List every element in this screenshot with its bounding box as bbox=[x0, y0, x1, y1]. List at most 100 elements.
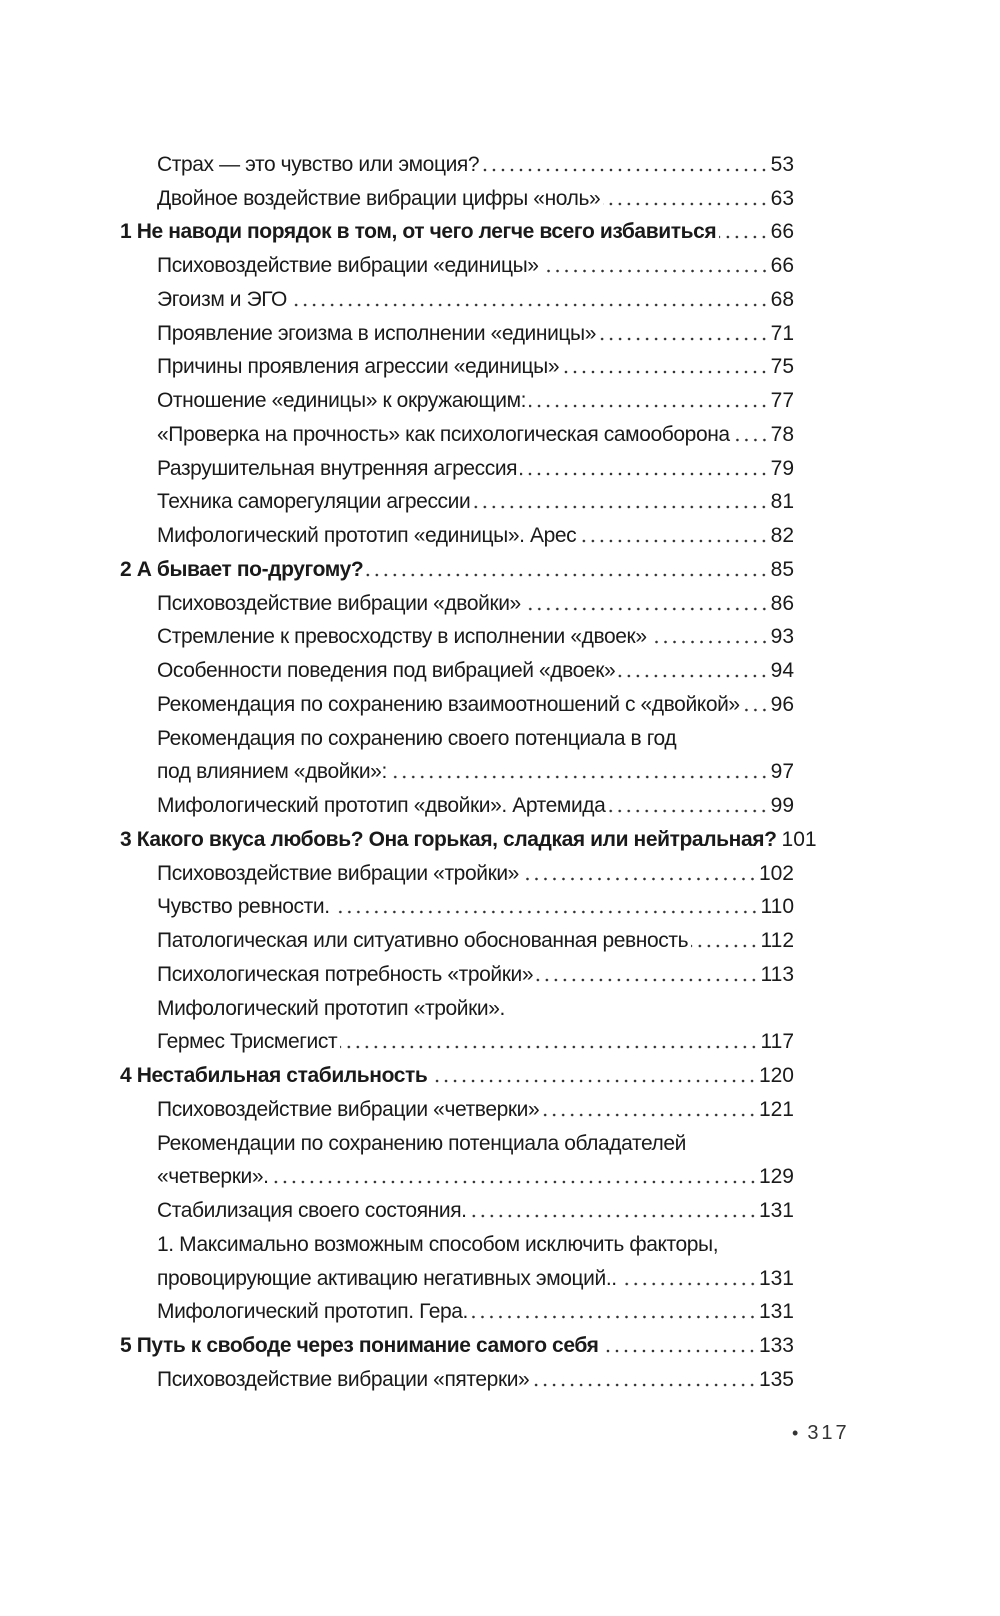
toc-entry-title: под влиянием «двойки»: bbox=[157, 760, 387, 784]
toc-entry-title: Гермес Трисмегист bbox=[157, 1030, 338, 1054]
toc-section-entry: Разрушительная внутренняя агрессия 79 bbox=[120, 452, 794, 486]
dot-leader bbox=[482, 164, 769, 175]
toc-page-number: 81 bbox=[770, 490, 794, 514]
toc-entry-title: «четверки». bbox=[157, 1165, 269, 1189]
toc-entry-title: Страх — это чувство или эмоция? bbox=[157, 152, 480, 176]
toc-chapter-entry: 3 Какого вкуса любовь? Она горькая, слад… bbox=[120, 823, 817, 857]
toc-page-number: 99 bbox=[770, 794, 794, 817]
toc-section-entry: Психовоздействие вибрации «четверки» 121 bbox=[120, 1093, 794, 1127]
toc-section-entry: Психовоздействие вибрации «двойки» 86 bbox=[120, 587, 794, 621]
toc-page-number: 102 bbox=[758, 861, 794, 885]
dot-leader bbox=[603, 198, 769, 209]
dot-leader bbox=[649, 637, 769, 648]
dot-leader bbox=[536, 974, 759, 985]
toc-section-entry: провоцирующие активацию негативных эмоци… bbox=[120, 1262, 794, 1296]
toc-page-number: 79 bbox=[770, 456, 794, 480]
toc-page-number: 117 bbox=[760, 1030, 794, 1054]
toc-entry-title: Психовоздействие вибрации «двойки» bbox=[157, 591, 521, 615]
dot-leader bbox=[290, 299, 769, 310]
toc-entry-title: 5 Путь к свободе через понимание самого … bbox=[120, 1334, 599, 1357]
dot-leader bbox=[340, 1042, 759, 1053]
toc-entry-title: Психовоздействие вибрации «единицы» bbox=[157, 254, 539, 277]
dot-leader bbox=[691, 941, 759, 951]
toc-section-entry: 1. Максимально возможным способом исключ… bbox=[120, 1228, 794, 1262]
toc-entry-title: Рекомендация по сохранению взаимоотношен… bbox=[157, 692, 740, 716]
toc-section-entry: Мифологический прототип «двойки». Артеми… bbox=[120, 789, 794, 823]
dot-leader bbox=[473, 502, 769, 513]
toc-page-number: 131 bbox=[758, 1266, 794, 1290]
toc-section-entry: «четверки». 129 bbox=[120, 1161, 794, 1195]
toc-page-number: 63 bbox=[770, 186, 794, 210]
toc-page-number: 66 bbox=[770, 220, 794, 244]
toc-chapter-entry: 4 Нестабильная стабильность 120 bbox=[120, 1059, 794, 1093]
toc-entry-title: Психовоздействие вибрации «пятерки» bbox=[157, 1367, 530, 1391]
dot-leader bbox=[332, 907, 759, 918]
toc-entry-title: Отношение «единицы» к окружающим: bbox=[157, 389, 527, 412]
toc-page-number: 86 bbox=[770, 591, 794, 615]
toc-page-number: 78 bbox=[770, 422, 794, 446]
toc-section-entry: Мифологический прототип «тройки». bbox=[120, 992, 794, 1026]
toc-entry-title: 1. Максимально возможным способом исключ… bbox=[157, 1232, 719, 1256]
toc-section-entry: Отношение «единицы» к окружающим: 77 bbox=[120, 384, 794, 418]
toc-entry-title: Стабилизация своего состояния. bbox=[157, 1199, 467, 1222]
toc-section-entry: Мифологический прототип. Гера. 131 bbox=[120, 1296, 794, 1330]
toc-page-number: 112 bbox=[760, 929, 794, 952]
dot-leader bbox=[389, 772, 769, 783]
dot-leader bbox=[732, 434, 769, 445]
dot-leader bbox=[529, 401, 769, 411]
dot-leader bbox=[618, 671, 769, 681]
toc-chapter-entry: 5 Путь к свободе через понимание самого … bbox=[120, 1329, 794, 1363]
toc-section-entry: Причины проявления агрессии «единицы» 75 bbox=[120, 351, 794, 385]
page-number: 317 bbox=[807, 1422, 850, 1444]
toc-section-entry: Страх — это чувство или эмоция? 53 bbox=[120, 148, 794, 182]
dot-leader bbox=[469, 1211, 757, 1221]
toc-page-number: 85 bbox=[770, 557, 794, 581]
dot-leader bbox=[619, 1278, 757, 1289]
dot-leader bbox=[430, 1076, 757, 1086]
toc-section-entry: Двойное воздействие вибрации цифры «ноль… bbox=[120, 182, 794, 216]
toc-entry-title: Чувство ревности. bbox=[157, 895, 330, 919]
toc-page-number: 135 bbox=[758, 1367, 794, 1391]
toc-chapter-entry: 2 А бывает по-другому? 85 bbox=[120, 553, 794, 587]
toc-section-entry: Психологическая потребность «тройки» 113 bbox=[120, 958, 794, 992]
dot-leader bbox=[542, 1109, 757, 1120]
toc-page-number: 131 bbox=[758, 1199, 794, 1222]
toc-entry-title: Проявление эгоизма в исполнении «единицы… bbox=[157, 321, 597, 345]
toc-entry-title: Причины проявления агрессии «единицы» bbox=[157, 355, 560, 379]
toc-entry-title: Двойное воздействие вибрации цифры «ноль… bbox=[157, 186, 601, 210]
bullet-icon: • bbox=[792, 1423, 802, 1443]
toc-entry-title: 4 Нестабильная стабильность bbox=[120, 1064, 428, 1087]
dot-leader bbox=[532, 1379, 757, 1390]
toc-section-entry: Рекомендация по сохранению взаимоотношен… bbox=[120, 688, 794, 722]
toc-section-entry: Психовоздействие вибрации «тройки» 102 bbox=[120, 857, 794, 891]
toc-entry-title: Мифологический прототип «тройки». bbox=[157, 996, 505, 1020]
toc-section-entry: Рекомендации по сохранению потенциала об… bbox=[120, 1127, 794, 1161]
toc-entry-title: «Проверка на прочность» как психологичес… bbox=[157, 422, 730, 446]
toc-chapter-entry: 1 Не наводи порядок в том, от чего легче… bbox=[120, 216, 794, 250]
toc-page-number: 110 bbox=[760, 895, 794, 919]
toc-entry-title: Мифологический прототип. Гера. bbox=[157, 1300, 468, 1324]
toc-section-entry: Рекомендация по сохранению своего потенц… bbox=[120, 722, 794, 756]
toc-section-entry: Психовоздействие вибрации «пятерки» 135 bbox=[120, 1363, 794, 1397]
toc-page-number: 96 bbox=[770, 692, 794, 716]
page-folio: • 317 bbox=[792, 1422, 850, 1445]
toc-page-number: 75 bbox=[770, 355, 794, 379]
toc-page-number: 97 bbox=[770, 760, 794, 784]
dot-leader bbox=[521, 873, 757, 884]
toc-section-entry: Техника саморегуляции агрессии 81 bbox=[120, 486, 794, 520]
dot-leader bbox=[470, 1312, 757, 1323]
toc-page-number: 113 bbox=[760, 962, 794, 986]
toc-section-entry: Мифологический прототип «единицы». Арес 8… bbox=[120, 519, 794, 553]
toc-section-entry: «Проверка на прочность» как психологичес… bbox=[120, 418, 794, 452]
toc-entry-title: 2 А бывает по-другому? bbox=[120, 557, 364, 581]
toc-page-number: 101 bbox=[781, 827, 817, 851]
toc-page-number: 131 bbox=[758, 1300, 794, 1324]
toc-page-number: 68 bbox=[770, 287, 794, 311]
toc-entry-title: Рекомендация по сохранению своего потенц… bbox=[157, 726, 677, 750]
toc-entry-title: Патологическая или ситуативно обоснованн… bbox=[157, 929, 689, 952]
toc-section-entry: Стремление к превосходству в исполнении … bbox=[120, 621, 794, 655]
toc-entry-title: Рекомендации по сохранению потенциала об… bbox=[157, 1131, 686, 1155]
toc-page-number: 94 bbox=[770, 659, 794, 682]
toc-section-entry: Чувство ревности. 110 bbox=[120, 891, 794, 925]
toc-entry-title: Разрушительная внутренняя агрессия bbox=[157, 456, 518, 480]
